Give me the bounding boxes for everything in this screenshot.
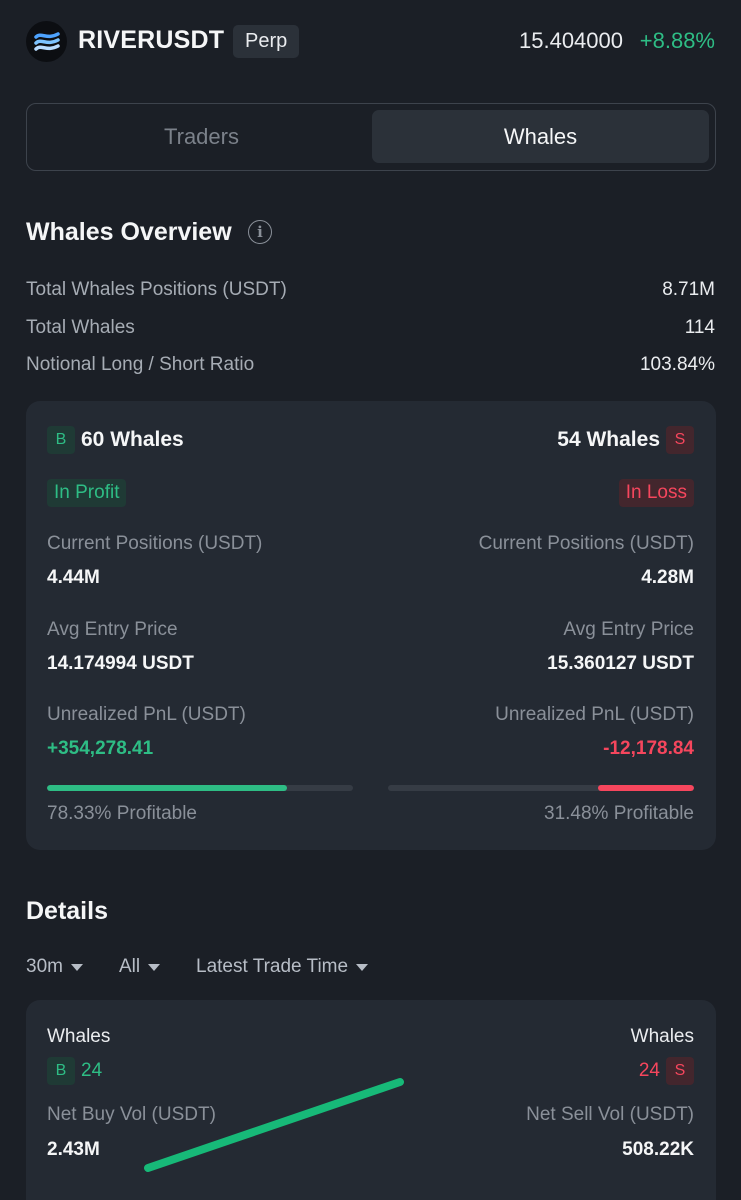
contract-type-badge: Perp (233, 25, 300, 58)
short-positions-label: Current Positions (USDT) (478, 533, 694, 554)
sell-badge: S (666, 426, 694, 454)
long-entry-label: Avg Entry Price (47, 619, 178, 640)
tab-traders[interactable]: Traders (164, 123, 239, 149)
long-positions-label: Current Positions (USDT) (47, 533, 263, 554)
symbol-name[interactable]: RIVERUSDT (78, 26, 225, 54)
net-buy-vol-value: 2.43M (47, 1139, 100, 1160)
net-buy-vol-label: Net Buy Vol (USDT) (47, 1104, 216, 1125)
details-title: Details (26, 897, 108, 925)
short-pnl-value: -12,178.84 (603, 738, 694, 759)
long-entry-value: 14.174994 USDT (47, 653, 194, 674)
traders-whales-toggle: Traders Whales (26, 103, 716, 171)
short-whales-count: 54 Whales (557, 428, 660, 451)
buy-badge: B (47, 1057, 75, 1085)
long-profitable-bar-fill (47, 785, 287, 791)
river-logo-icon (26, 21, 67, 62)
long-profitable-bar (47, 785, 353, 791)
chevron-down-icon (70, 963, 83, 971)
tab-whales[interactable]: Whales (372, 110, 709, 163)
sort-filter[interactable]: Latest Trade Time (196, 956, 369, 978)
sort-filter-label: Latest Trade Time (196, 956, 349, 977)
long-positions-value: 4.44M (47, 567, 100, 588)
short-profitable-bar (388, 785, 694, 791)
info-icon[interactable]: i (248, 220, 272, 244)
stat-value-long-short-ratio: 103.84% (639, 354, 715, 375)
net-sell-vol-value: 508.22K (622, 1139, 694, 1160)
stat-label-long-short-ratio: Notional Long / Short Ratio (26, 354, 255, 375)
net-sell-vol-label: Net Sell Vol (USDT) (526, 1104, 694, 1125)
sell-whales-count: 24 (638, 1060, 660, 1081)
buy-whales-count: 24 (81, 1060, 103, 1081)
stat-label-total-whales: Total Whales (26, 317, 135, 338)
in-loss-badge: In Loss (618, 479, 694, 507)
sell-whales-label: Whales (630, 1026, 694, 1047)
whales-summary-card (26, 401, 716, 850)
side-filter-label: All (119, 956, 141, 977)
short-entry-value: 15.360127 USDT (547, 653, 694, 674)
long-pnl-value: +354,278.41 (47, 738, 154, 759)
short-profitable-bar-fill (597, 785, 694, 791)
buy-whales-label: Whales (47, 1026, 111, 1047)
price-change: +8.88% (639, 28, 715, 53)
chevron-down-icon (148, 963, 161, 971)
details-card (26, 1000, 716, 1200)
stat-value-total-whales: 114 (684, 317, 715, 338)
buy-badge: B (47, 426, 75, 454)
timeframe-filter[interactable]: 30m (26, 956, 83, 978)
last-price: 15.404000 (519, 28, 623, 53)
in-profit-badge: In Profit (47, 479, 127, 507)
short-pnl-label: Unrealized PnL (USDT) (495, 704, 694, 725)
green-annotation-stroke (144, 1078, 404, 1172)
timeframe-filter-label: 30m (26, 956, 63, 977)
whales-overview-title: Whales Overview (26, 218, 232, 246)
short-entry-label: Avg Entry Price (563, 619, 694, 640)
chevron-down-icon (356, 963, 369, 971)
short-positions-value: 4.28M (641, 567, 694, 588)
stat-value-total-positions: 8.71M (662, 279, 715, 300)
stat-label-total-positions: Total Whales Positions (USDT) (26, 279, 287, 300)
long-pnl-label: Unrealized PnL (USDT) (47, 704, 246, 725)
side-filter[interactable]: All (119, 956, 161, 978)
sell-badge: S (666, 1057, 694, 1085)
short-profitable-text: 31.48% Profitable (544, 803, 694, 824)
long-whales-count: 60 Whales (81, 428, 184, 451)
long-profitable-text: 78.33% Profitable (47, 803, 197, 824)
